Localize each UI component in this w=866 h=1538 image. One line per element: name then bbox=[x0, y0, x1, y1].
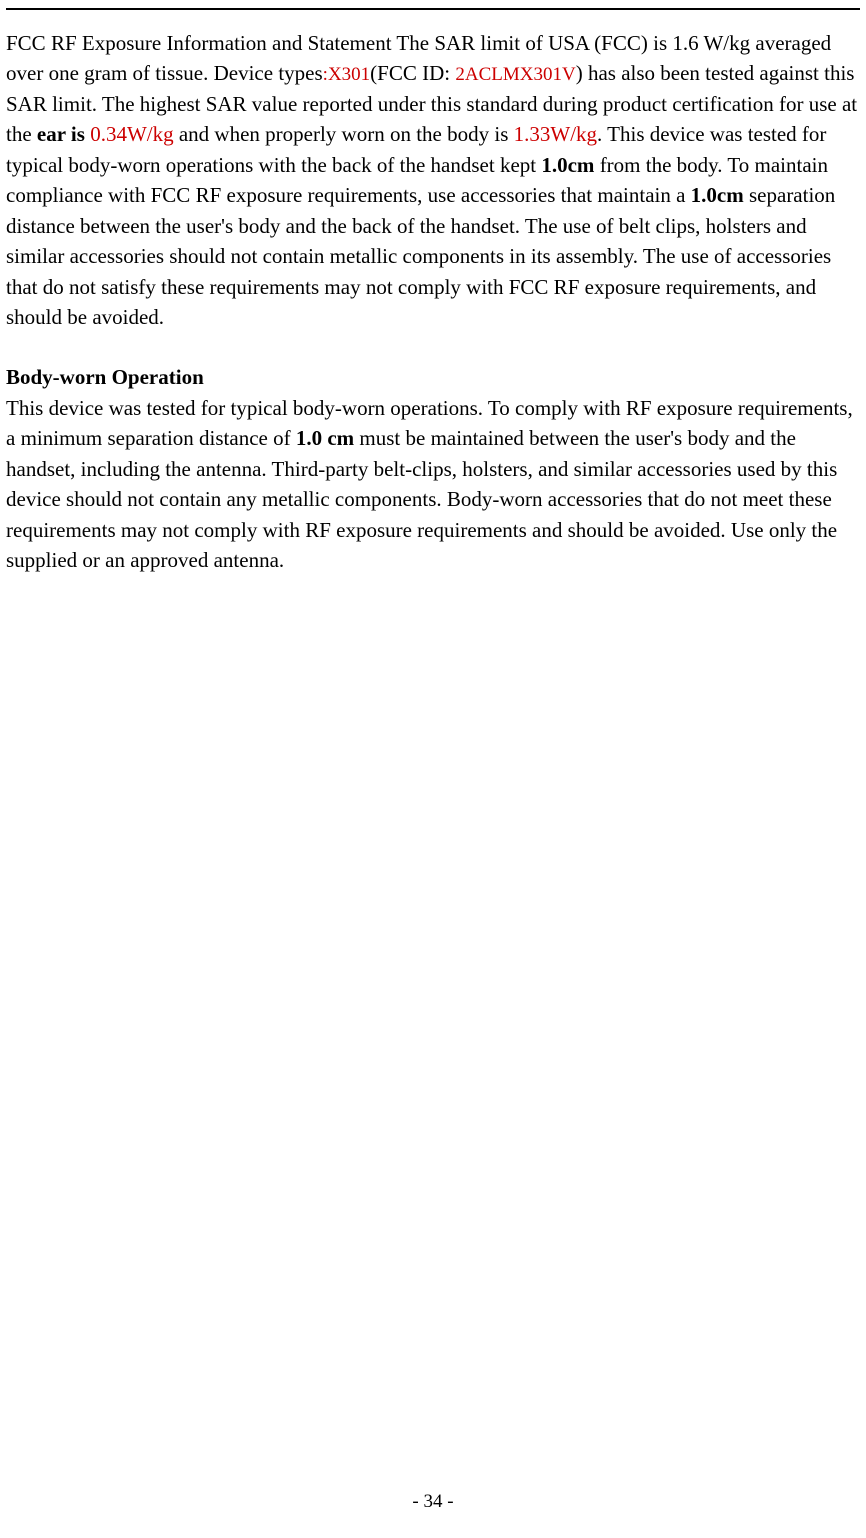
page-content: FCC RF Exposure Information and Statemen… bbox=[6, 28, 860, 576]
p1-dist2: 1.0cm bbox=[691, 183, 744, 207]
paragraph-fcc-rf: FCC RF Exposure Information and Statemen… bbox=[6, 28, 860, 332]
top-rule bbox=[6, 8, 860, 10]
p1-dist1: 1.0cm bbox=[541, 153, 594, 177]
p1-seg3: and when properly worn on the body is bbox=[174, 122, 514, 146]
page-number: - 34 - bbox=[0, 1488, 866, 1516]
paragraph-body-worn: This device was tested for typical body-… bbox=[6, 393, 860, 576]
p1-device-type: X301 bbox=[328, 64, 370, 85]
p1-fcc-id: 2ACLMX301V bbox=[455, 64, 575, 85]
p1-ear-is: ear is bbox=[37, 122, 90, 146]
p2-dist: 1.0 cm bbox=[296, 426, 354, 450]
heading-body-worn: Body-worn Operation bbox=[6, 362, 860, 392]
p1-seg2a: (FCC ID: bbox=[370, 61, 455, 85]
p1-body-value: 1.33W/kg bbox=[514, 122, 597, 146]
p1-ear-value: 0.34W/kg bbox=[90, 122, 173, 146]
